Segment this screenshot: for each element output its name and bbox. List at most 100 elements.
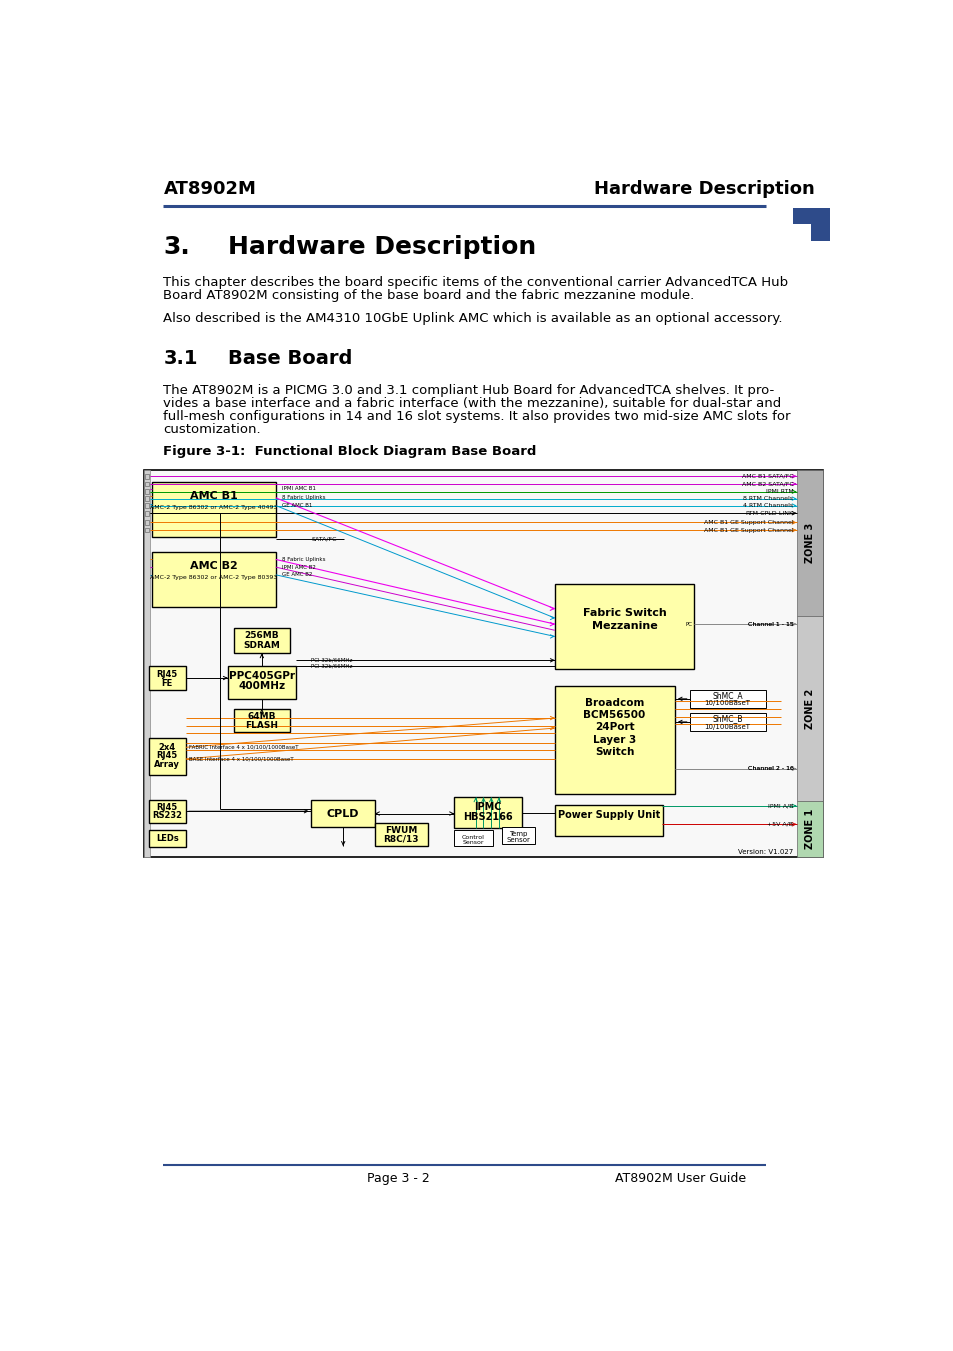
Text: RTM-CPLD-LINK: RTM-CPLD-LINK [744, 511, 793, 516]
Bar [796, 801, 822, 858]
Text: PC: PC [685, 621, 692, 627]
Text: Broadcom: Broadcom [584, 697, 643, 708]
Bar [145, 489, 150, 494]
Text: The AT8902M is a PICMG 3.0 and 3.1 compliant Hub Board for AdvancedTCA shelves. : The AT8902M is a PICMG 3.0 and 3.1 compl… [163, 384, 774, 397]
Bar [149, 738, 186, 775]
Bar [144, 470, 822, 858]
Text: 8 RTM Channels: 8 RTM Channels [742, 496, 793, 501]
Bar [375, 823, 427, 846]
Text: Switch: Switch [594, 747, 634, 757]
Text: Base Board: Base Board [228, 349, 352, 367]
Text: FABRIC Interface 4 x 10/100/1000BaseT: FABRIC Interface 4 x 10/100/1000BaseT [189, 744, 298, 750]
Text: IPMI RTM: IPMI RTM [765, 489, 793, 494]
Text: FLASH: FLASH [245, 721, 278, 731]
Text: Layer 3: Layer 3 [592, 735, 636, 744]
Text: AMC-2 Type 86302 or AMC-2 Type 40493: AMC-2 Type 86302 or AMC-2 Type 40493 [150, 505, 277, 511]
Text: Board AT8902M consisting of the base board and the fabric mezzanine module.: Board AT8902M consisting of the base boa… [163, 289, 694, 303]
Bar [228, 666, 295, 698]
Bar [555, 686, 674, 793]
Text: Hardware Description: Hardware Description [228, 235, 536, 259]
Text: Figure 3-1:  Functional Block Diagram Base Board: Figure 3-1: Functional Block Diagram Bas… [163, 446, 537, 458]
Text: AMC B1 SATA/FC: AMC B1 SATA/FC [741, 474, 793, 478]
Bar [145, 503, 150, 508]
Text: 10/100BaseT: 10/100BaseT [704, 724, 750, 730]
Bar [145, 520, 150, 524]
Text: Channel 1 - 15: Channel 1 - 15 [747, 621, 793, 627]
Bar [145, 474, 150, 478]
Text: Hardware Description: Hardware Description [593, 180, 814, 199]
Bar [145, 496, 150, 501]
Text: RS232: RS232 [152, 812, 182, 820]
Text: R8C/13: R8C/13 [383, 835, 418, 843]
Text: BCM56500: BCM56500 [582, 711, 645, 720]
Text: Channel 1 - 15: Channel 1 - 15 [747, 621, 793, 627]
Text: AMC B1: AMC B1 [190, 490, 237, 500]
Bar [149, 800, 186, 823]
Text: AMC-2 Type 86302 or AMC-2 Type 80393: AMC-2 Type 86302 or AMC-2 Type 80393 [150, 576, 277, 581]
Text: FE: FE [161, 680, 172, 688]
Text: LEDs: LEDs [155, 834, 178, 843]
Text: AMC B1 GE Support Channel: AMC B1 GE Support Channel [703, 520, 793, 526]
Bar [152, 482, 275, 538]
Bar [501, 827, 534, 843]
Text: IPMI A/B: IPMI A/B [767, 804, 793, 808]
Text: ShMC_A: ShMC_A [712, 692, 742, 700]
Text: 8 Fabric Uplinks: 8 Fabric Uplinks [282, 557, 325, 562]
Text: ZONE 2: ZONE 2 [804, 689, 814, 730]
Text: Channel 2 - 16: Channel 2 - 16 [747, 766, 793, 771]
Text: 256MB: 256MB [244, 631, 279, 640]
Bar [454, 797, 521, 828]
Bar [311, 800, 375, 827]
Text: PPC405GPr: PPC405GPr [229, 671, 294, 681]
Text: 2x4: 2x4 [158, 743, 175, 751]
Bar [149, 831, 186, 847]
Bar [796, 616, 822, 801]
Text: Page 3 - 2: Page 3 - 2 [367, 1173, 430, 1185]
Bar [810, 208, 829, 240]
Text: 3.: 3. [163, 235, 190, 259]
Text: 3.1: 3.1 [163, 349, 197, 367]
Bar [144, 470, 150, 858]
Text: full-mesh configurations in 14 and 16 slot systems. It also provides two mid-siz: full-mesh configurations in 14 and 16 sl… [163, 411, 790, 423]
Text: customization.: customization. [163, 423, 261, 436]
Text: AMC B2 SATA/FC: AMC B2 SATA/FC [741, 481, 793, 486]
Text: CPLD: CPLD [327, 808, 359, 819]
Text: Also described is the AM4310 10GbE Uplink AMC which is available as an optional : Also described is the AM4310 10GbE Uplin… [163, 312, 782, 326]
Text: IPMI AMC B2: IPMI AMC B2 [282, 565, 315, 570]
Text: PCI 32b/66MHz: PCI 32b/66MHz [311, 658, 353, 663]
Text: 64MB: 64MB [248, 712, 275, 721]
Text: AT8902M User Guide: AT8902M User Guide [615, 1173, 745, 1185]
Bar [233, 709, 290, 732]
Text: IPMI AMC B1: IPMI AMC B1 [282, 486, 315, 492]
Text: BASE Interface 4 x 10/100/1000BaseT: BASE Interface 4 x 10/100/1000BaseT [189, 757, 294, 762]
Text: PCI 32b/66MHz: PCI 32b/66MHz [311, 663, 353, 669]
Text: ShMC_B: ShMC_B [712, 715, 742, 723]
Bar [555, 805, 662, 836]
Text: This chapter describes the board specific items of the conventional carrier Adva: This chapter describes the board specifi… [163, 276, 788, 289]
Text: 10/100BaseT: 10/100BaseT [704, 700, 750, 707]
Bar [454, 831, 493, 846]
Text: Channel 2 - 16: Channel 2 - 16 [747, 766, 793, 771]
Text: Control: Control [461, 835, 484, 840]
Text: SATA/FC: SATA/FC [311, 536, 336, 542]
Text: SDRAM: SDRAM [243, 642, 280, 650]
Text: 8 Fabric Uplinks: 8 Fabric Uplinks [282, 496, 325, 500]
Text: Mezzanine: Mezzanine [591, 620, 657, 631]
Bar [145, 511, 150, 516]
Text: RJ45: RJ45 [156, 802, 178, 812]
Text: 24Port: 24Port [594, 723, 634, 732]
Text: AMC B2: AMC B2 [190, 561, 237, 570]
Bar [145, 482, 150, 486]
Text: FWUM: FWUM [385, 825, 417, 835]
Bar [149, 666, 186, 689]
Bar [689, 689, 765, 708]
Bar [793, 208, 829, 224]
Text: Sensor: Sensor [506, 836, 530, 843]
Bar [796, 470, 822, 616]
Text: ZONE 1: ZONE 1 [804, 809, 814, 848]
Text: HBS2166: HBS2166 [463, 812, 513, 821]
Text: RJ45: RJ45 [156, 670, 178, 678]
Bar [145, 528, 150, 532]
Text: AT8902M: AT8902M [163, 180, 256, 199]
Text: GE AMC B1: GE AMC B1 [282, 503, 312, 508]
